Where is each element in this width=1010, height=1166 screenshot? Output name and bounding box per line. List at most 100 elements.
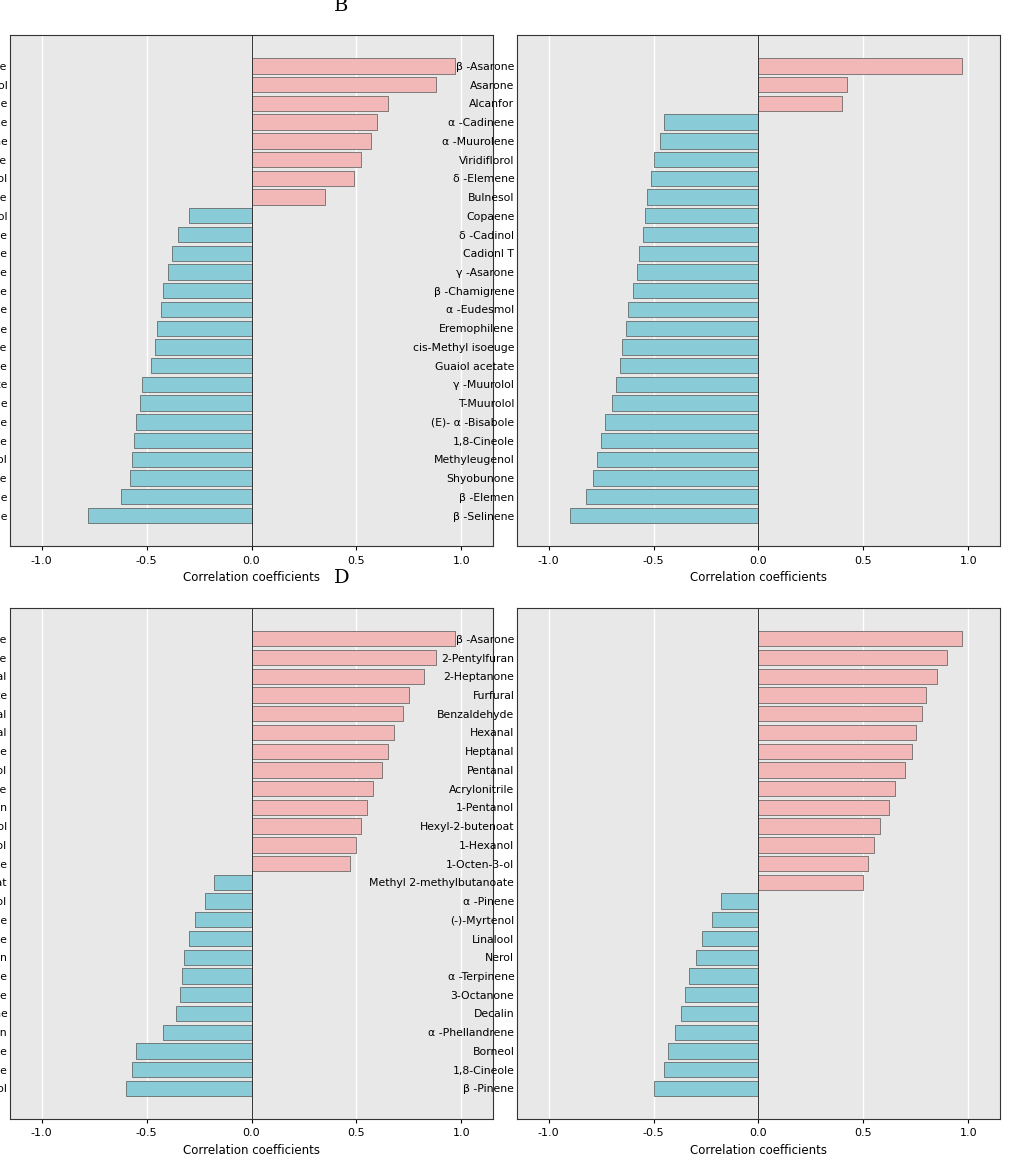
Bar <box>651 170 759 187</box>
Bar <box>759 58 963 73</box>
Bar <box>205 893 251 908</box>
Bar <box>178 227 251 243</box>
X-axis label: Correlation coefficients: Correlation coefficients <box>690 1144 827 1157</box>
Bar <box>759 763 905 778</box>
X-axis label: Correlation coefficients: Correlation coefficients <box>183 571 320 584</box>
Bar <box>176 1006 251 1021</box>
Bar <box>759 856 868 871</box>
Bar <box>155 339 251 354</box>
Bar <box>605 414 759 429</box>
Bar <box>570 508 759 524</box>
Bar <box>620 358 759 373</box>
Bar <box>759 819 881 834</box>
Bar <box>162 302 251 317</box>
Bar <box>132 1062 251 1077</box>
Bar <box>660 133 759 148</box>
Bar <box>759 687 926 703</box>
Text: D: D <box>333 569 349 588</box>
Bar <box>251 687 409 703</box>
Bar <box>611 395 759 410</box>
Bar <box>685 988 759 1003</box>
Bar <box>164 283 251 298</box>
Bar <box>759 800 889 815</box>
Bar <box>669 1044 759 1059</box>
Bar <box>214 874 251 890</box>
Bar <box>132 451 251 468</box>
Bar <box>140 395 251 410</box>
Bar <box>189 208 251 224</box>
Bar <box>587 489 759 505</box>
Bar <box>696 949 759 965</box>
Bar <box>632 283 759 298</box>
Bar <box>251 189 325 205</box>
Bar <box>675 1025 759 1040</box>
Bar <box>653 1081 759 1096</box>
Bar <box>251 114 378 129</box>
Bar <box>759 77 846 92</box>
Bar <box>251 707 403 722</box>
Bar <box>681 1006 759 1021</box>
Bar <box>136 414 251 429</box>
Bar <box>251 819 361 834</box>
Bar <box>759 725 916 740</box>
Bar <box>628 302 759 317</box>
Bar <box>664 114 759 129</box>
Bar <box>134 433 251 448</box>
Bar <box>759 631 963 646</box>
Bar <box>647 189 759 205</box>
Bar <box>251 170 355 187</box>
Bar <box>182 968 251 984</box>
Bar <box>251 668 423 684</box>
Bar <box>759 707 922 722</box>
Bar <box>251 856 350 871</box>
Bar <box>125 1081 251 1096</box>
Bar <box>121 489 251 505</box>
Bar <box>185 949 251 965</box>
Bar <box>759 96 842 111</box>
Bar <box>759 649 947 666</box>
Bar <box>251 133 371 148</box>
Bar <box>195 912 251 927</box>
Bar <box>180 988 251 1003</box>
Bar <box>251 763 382 778</box>
Bar <box>759 668 937 684</box>
Bar <box>150 358 251 373</box>
Bar <box>702 930 759 947</box>
Bar <box>689 968 759 984</box>
Bar <box>616 377 759 392</box>
Text: B: B <box>333 0 348 14</box>
Bar <box>593 470 759 486</box>
Bar <box>129 470 251 486</box>
Bar <box>251 77 436 92</box>
Bar <box>759 744 912 759</box>
Bar <box>88 508 251 524</box>
X-axis label: Correlation coefficients: Correlation coefficients <box>690 571 827 584</box>
Bar <box>645 208 759 224</box>
Bar <box>622 339 759 354</box>
Bar <box>759 874 864 890</box>
Bar <box>164 1025 251 1040</box>
Bar <box>251 96 388 111</box>
Bar <box>189 930 251 947</box>
Bar <box>759 837 874 852</box>
Bar <box>251 58 456 73</box>
Bar <box>168 265 251 280</box>
Bar <box>136 1044 251 1059</box>
Bar <box>712 912 759 927</box>
Bar <box>157 321 251 336</box>
Bar <box>142 377 251 392</box>
Bar <box>172 246 251 261</box>
X-axis label: Correlation coefficients: Correlation coefficients <box>183 1144 320 1157</box>
Bar <box>759 781 895 796</box>
Bar <box>251 649 436 666</box>
Bar <box>597 451 759 468</box>
Bar <box>643 227 759 243</box>
Bar <box>251 781 374 796</box>
Bar <box>636 265 759 280</box>
Bar <box>251 152 361 167</box>
Bar <box>251 725 394 740</box>
Bar <box>639 246 759 261</box>
Bar <box>601 433 759 448</box>
Bar <box>721 893 759 908</box>
Bar <box>251 744 388 759</box>
